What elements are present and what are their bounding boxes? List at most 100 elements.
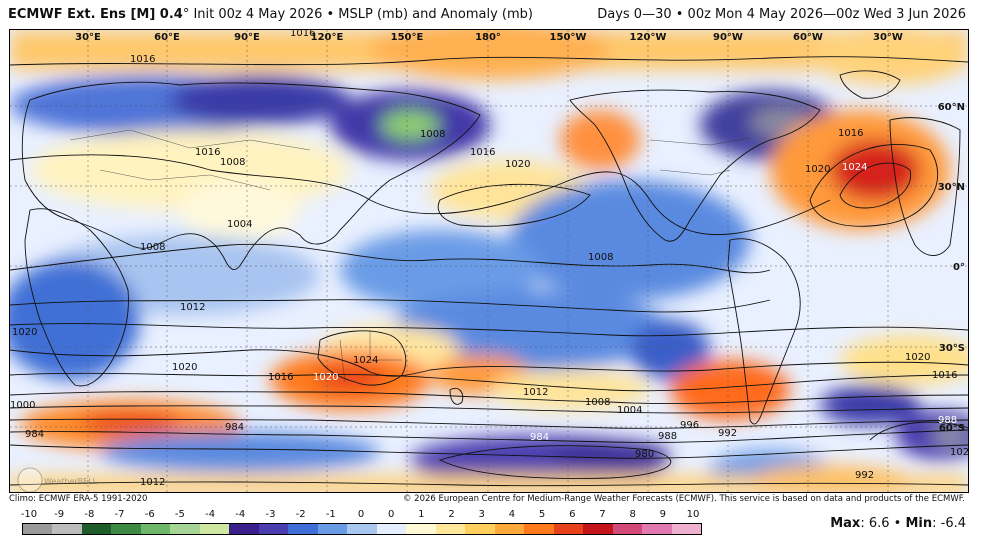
title-subtitle: Init 00z 4 May 2026 • MSLP (mb) and Anom… xyxy=(189,7,533,22)
lon-label: 60°W xyxy=(793,32,823,43)
isobar-label: 1020 xyxy=(805,164,830,175)
colorbar-tick: -4 xyxy=(235,509,246,520)
isobar-label: 984 xyxy=(225,422,244,433)
isobar-label: 1020 xyxy=(313,372,338,383)
isobar-label: 1020 xyxy=(172,362,197,373)
colorbar-tick: -3 xyxy=(265,509,276,520)
isobar-label: 1004 xyxy=(617,405,642,416)
isobar-label: 988 xyxy=(938,415,957,426)
isobar-label: 1000 xyxy=(10,400,35,411)
new-zealand-outline xyxy=(449,387,464,405)
colorbar-tick: -5 xyxy=(174,509,185,520)
colorbar-swatch xyxy=(406,524,436,534)
colorbar-tick: 5 xyxy=(538,509,546,520)
lon-label: 30°W xyxy=(873,32,903,43)
greenland-outline xyxy=(839,70,901,99)
isobars xyxy=(10,56,968,487)
lon-label: 90°E xyxy=(234,32,260,43)
colorbar-swatch xyxy=(435,524,466,534)
coastlines xyxy=(21,70,961,425)
title-degree: ° xyxy=(182,7,190,22)
colorbar-swatch xyxy=(288,524,318,534)
isobar-label: 1012 xyxy=(180,302,205,313)
max-label: Max xyxy=(830,516,861,531)
min-label: Min xyxy=(905,516,933,531)
lat-label: 30°N xyxy=(938,182,965,193)
lat-label: 60°N xyxy=(938,102,965,113)
isobar-label: 992 xyxy=(855,470,874,481)
graticule xyxy=(10,30,968,492)
colorbar-swatch xyxy=(140,524,171,534)
north-america-outline xyxy=(569,89,821,242)
isobar-label: 1012 xyxy=(523,387,548,398)
isobar-label: 980 xyxy=(635,449,654,460)
colorbar-swatch xyxy=(23,524,53,534)
colorbar: -10 -9 -8 -7 -6 -5 -4 -4 -3 -2 -1 0 0 1 2 3 4 5 6 7 8 9 10 xyxy=(20,508,720,546)
title-model: ECMWF Ext. Ens [M] 0.4 xyxy=(8,7,183,22)
latitude-labels: 60°N 30°N 0° 30°S 60°S xyxy=(938,102,965,434)
isobar-label: 1008 xyxy=(220,157,245,168)
colorbar-swatch xyxy=(642,524,672,534)
colorbar-swatch xyxy=(258,524,289,534)
colorbar-swatch xyxy=(81,524,112,534)
colorbar-tick: -8 xyxy=(84,509,95,520)
colorbar-swatch xyxy=(229,524,259,534)
isobar-label: 1004 xyxy=(227,219,252,230)
weatherbell-watermark: WeatherBELL xyxy=(17,467,98,492)
isobar-label: 984 xyxy=(530,432,549,443)
isobar-label: 1016 xyxy=(195,147,220,158)
europe-africa-east-outline xyxy=(889,117,961,256)
colorbar-swatch xyxy=(347,524,377,534)
isobar-label: 1016 xyxy=(838,128,863,139)
colorbar-swatch xyxy=(199,524,230,534)
colorbar-tick: -1 xyxy=(325,509,336,520)
africa-outline xyxy=(24,208,129,387)
valid-period: Days 0—30 • 00z Mon 4 May 2026—00z Wed 3… xyxy=(597,7,966,22)
lat-label: 60°S xyxy=(939,423,965,434)
colorbar-swatch xyxy=(524,524,554,534)
lon-label: 150°E xyxy=(391,32,424,43)
colorbar-swatch xyxy=(376,524,407,534)
isobar-label: 996 xyxy=(680,420,699,431)
colorbar-tick: -10 xyxy=(20,509,38,520)
isobar-label: 992 xyxy=(718,428,737,439)
isobar-label: 1020 xyxy=(950,447,968,458)
isobar-label: 1020 xyxy=(12,327,37,338)
colorbar-tick: 1 xyxy=(418,509,425,520)
colorbar-tick: 2 xyxy=(448,509,455,520)
borders xyxy=(69,129,751,383)
colorbar-tick: 0 xyxy=(357,509,365,520)
colorbar-swatch xyxy=(52,524,82,534)
isobar-label: 1024 xyxy=(353,355,378,366)
lat-label: 0° xyxy=(953,262,965,273)
colorbar-swatch xyxy=(317,524,348,534)
colorbar-tick: 9 xyxy=(659,509,666,520)
colorbar-tick: -2 xyxy=(295,509,306,520)
colorbar-tick: 10 xyxy=(686,509,700,520)
min-value: -6.4 xyxy=(940,516,966,531)
isobar-label: 988 xyxy=(658,431,677,442)
isobar-label: 1024 xyxy=(842,162,867,173)
australia-outline xyxy=(317,330,407,386)
isobar-label: 984 xyxy=(25,429,44,440)
isobar-label: 1016 xyxy=(290,30,315,39)
colorbar-strip xyxy=(22,523,702,535)
lon-label: 180° xyxy=(475,32,501,43)
map-svg: 30°E 60°E 90°E 120°E 150°E 180° 150°W 12… xyxy=(10,30,968,492)
isobar-label: 1020 xyxy=(905,352,930,363)
longitude-labels: 30°E 60°E 90°E 120°E 150°E 180° 150°W 12… xyxy=(75,32,903,43)
isobar-labels: 1016 1016 1008 1016 1020 1016 1024 1020 … xyxy=(10,30,968,488)
lon-label: 30°E xyxy=(75,32,101,43)
colorbar-tick: 3 xyxy=(478,509,485,520)
colorbar-tick: 4 xyxy=(508,509,516,520)
isobar-label: 1008 xyxy=(140,242,165,253)
colorbar-swatch xyxy=(671,524,702,534)
lon-label: 90°W xyxy=(713,32,743,43)
isobar-label: 1016 xyxy=(130,54,155,65)
colorbar-tick: 7 xyxy=(599,509,606,520)
colorbar-tick: 6 xyxy=(569,509,576,520)
lon-label: 120°E xyxy=(311,32,344,43)
anomaly-map: 30°E 60°E 90°E 120°E 150°E 180° 150°W 12… xyxy=(9,29,969,493)
isobar-label: 1012 xyxy=(140,477,165,488)
lon-label: 150°W xyxy=(550,32,587,43)
